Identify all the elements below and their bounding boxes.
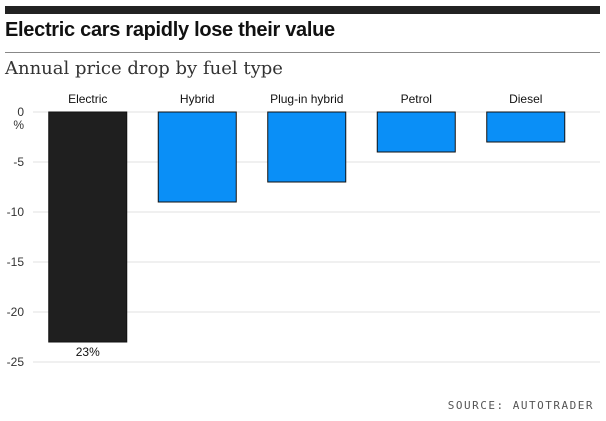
y-tick-label: 0 bbox=[17, 105, 24, 119]
category-labels: Electric Hybrid Plug-in hybrid Petrol Diesel bbox=[68, 92, 542, 106]
data-label: 23% bbox=[76, 345, 100, 359]
y-tick-label: -10 bbox=[7, 205, 25, 219]
chart-title: Electric cars rapidly lose their value bbox=[5, 19, 335, 41]
y-tick-label: -15 bbox=[7, 255, 25, 269]
y-tick-label: -5 bbox=[13, 155, 24, 169]
y-axis-unit: % bbox=[13, 118, 24, 132]
bar-electric bbox=[48, 111, 128, 343]
bar-hybrid bbox=[157, 111, 237, 203]
source-note: SOURCE: AUTOTRADER bbox=[447, 399, 594, 412]
y-axis-ticks: 0 -5 -10 -15 -20 -25% bbox=[7, 105, 25, 369]
data-labels: 23% bbox=[76, 345, 100, 359]
bar-diesel bbox=[486, 111, 566, 143]
category-label: Hybrid bbox=[180, 92, 215, 106]
category-label: Plug-in hybrid bbox=[270, 92, 343, 106]
bars bbox=[48, 111, 566, 343]
top-accent-bar bbox=[5, 6, 600, 14]
y-tick-label: -25 bbox=[7, 355, 25, 369]
chart-subtitle: Annual price drop by fuel type bbox=[5, 58, 283, 79]
bar-petrol bbox=[376, 111, 456, 153]
bar-plug-in-hybrid bbox=[267, 111, 347, 183]
category-label: Diesel bbox=[509, 92, 542, 106]
category-label: Electric bbox=[68, 92, 107, 106]
title-divider bbox=[5, 52, 600, 53]
y-tick-label: -20 bbox=[7, 305, 25, 319]
category-label: Petrol bbox=[401, 92, 432, 106]
